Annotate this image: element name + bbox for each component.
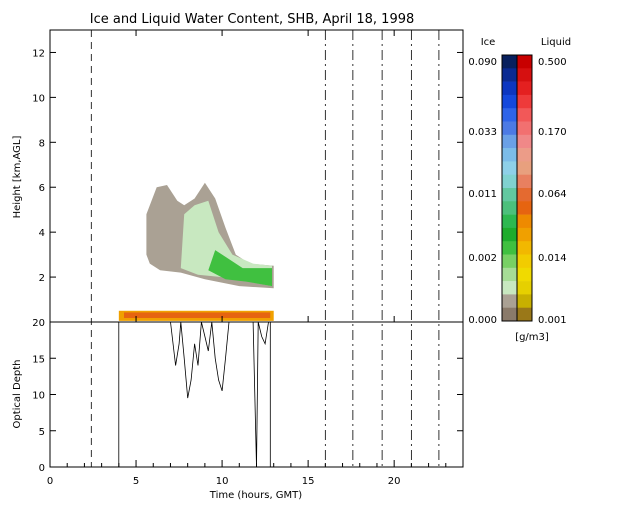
- optical-depth-line: [118, 321, 271, 468]
- top-y-tick-label: 10: [32, 93, 45, 104]
- bottom-y-tick-label: 5: [39, 427, 45, 438]
- bottom-y-axis-label: Optical Depth: [12, 360, 23, 429]
- colorbar-liquid-cell: [517, 55, 532, 69]
- colorbar-ice-cell: [502, 188, 517, 202]
- colorbar-liquid-cell: [517, 81, 532, 96]
- colorbar-liquid-frame: [516, 54, 533, 322]
- colorbar-ice-cell: [502, 227, 517, 242]
- colorbar-liquid-cell: [517, 121, 532, 136]
- x-tick-label: 20: [388, 476, 401, 487]
- top-y-tick-label: 2: [39, 273, 45, 284]
- colorbar-liquid-cell: [517, 281, 532, 295]
- colorbar-liquid-cell: [517, 201, 532, 215]
- colorbar-ice-cell: [502, 108, 517, 122]
- top-y-tick-label: 4: [39, 228, 45, 239]
- colorbar-liquid-cell: [517, 94, 532, 109]
- colorbar-liquid-cell: [517, 68, 532, 82]
- colorbar-ice-label: 0.090: [468, 57, 497, 68]
- ice-medium-content-region: [208, 250, 272, 287]
- colorbar-ice-cell: [502, 267, 517, 282]
- colorbar-ice-cell: [502, 214, 517, 229]
- ice-low-content-region: [180, 200, 272, 287]
- colorbar-liquid-label: 0.170: [538, 127, 567, 138]
- colorbar-ice-label: 0.002: [468, 253, 497, 264]
- top-y-tick-label: 8: [39, 138, 45, 149]
- colorbar-liquid-cell: [517, 214, 532, 229]
- colorbar-ice-cell: [502, 68, 517, 82]
- bottom-y-tick-label: 10: [32, 391, 45, 402]
- colorbar-liquid-cell: [517, 108, 532, 122]
- colorbar-ice-cell: [502, 241, 517, 255]
- chart-title: Ice and Liquid Water Content, SHB, April…: [90, 12, 415, 27]
- colorbar-liquid-label: 0.014: [538, 253, 567, 264]
- colorbar-liquid-cell: [517, 188, 532, 202]
- top-y-tick-label: 6: [39, 183, 45, 194]
- x-tick-label: 10: [216, 476, 229, 487]
- colorbar-liquid-cell: [517, 148, 532, 162]
- colorbar-ice-cell: [502, 174, 517, 189]
- x-tick-label: 5: [133, 476, 139, 487]
- bottom-y-tick-label: 20: [32, 318, 45, 329]
- dashed-time-markers: [90, 30, 440, 467]
- top-y-axis-label: Height [km,AGL]: [12, 136, 23, 219]
- colorbar-ice-cell: [502, 201, 517, 215]
- colorbar-ice-cell: [502, 294, 517, 308]
- colorbar-ice-cell: [502, 148, 517, 162]
- colorbar-liquid-label: 0.064: [538, 189, 567, 200]
- colorbar-liquid-label: 0.001: [538, 315, 567, 326]
- colorbar-ice-cell: [502, 161, 517, 175]
- colorbar-ice-cell: [502, 55, 517, 69]
- colorbar-liquid-cell: [517, 241, 532, 255]
- colorbar-liquid-cell: [517, 227, 532, 242]
- colorbar-ice-cell: [502, 94, 517, 109]
- colorbar-units: [g/m3]: [515, 332, 549, 343]
- x-axis-label: Time (hours, GMT): [209, 490, 303, 501]
- colorbar-ice-label: 0.000: [468, 315, 497, 326]
- colorbar-ice-cell: [502, 134, 517, 149]
- colorbar-ice-label: 0.033: [468, 127, 497, 138]
- liquid-layer-core: [123, 312, 271, 319]
- x-tick-label: 0: [47, 476, 53, 487]
- colorbar-liquid-cell: [517, 161, 532, 175]
- colorbar-liquid-label: 0.500: [538, 57, 567, 68]
- colorbar-ice-header: Ice: [481, 37, 496, 48]
- colorbar-liquid-header: Liquid: [541, 37, 571, 48]
- colorbar-liquid-cell: [517, 307, 532, 322]
- colorbar-liquid-cell: [517, 254, 532, 269]
- water-content-field: [118, 182, 274, 321]
- colorbar-ice-cell: [502, 307, 517, 322]
- bottom-y-tick-label: 0: [39, 463, 45, 474]
- colorbar: Ice Liquid [g/m3] 0.090 0.033 0.011 0.002 0.…: [468, 37, 571, 343]
- optical-depth-series: [118, 321, 271, 468]
- colorbar-ice-cell: [502, 121, 517, 136]
- bottom-y-tick-label: 15: [32, 354, 45, 365]
- colorbar-liquid-cell: [517, 134, 532, 149]
- top-y-tick-label: 12: [32, 48, 45, 59]
- colorbar-liquid-cell: [517, 174, 532, 189]
- axes: 0 5 10 15 20 2 4 6 8 10 12 0 5 10 15 20: [32, 30, 463, 487]
- colorbar-ice-cell: [502, 81, 517, 96]
- colorbar-ice-label: 0.011: [468, 189, 497, 200]
- colorbar-ice-cell: [502, 281, 517, 295]
- colorbar-ice-cell: [502, 254, 517, 269]
- x-tick-label: 15: [302, 476, 315, 487]
- colorbar-liquid-cell: [517, 267, 532, 282]
- colorbar-liquid-cell: [517, 294, 532, 308]
